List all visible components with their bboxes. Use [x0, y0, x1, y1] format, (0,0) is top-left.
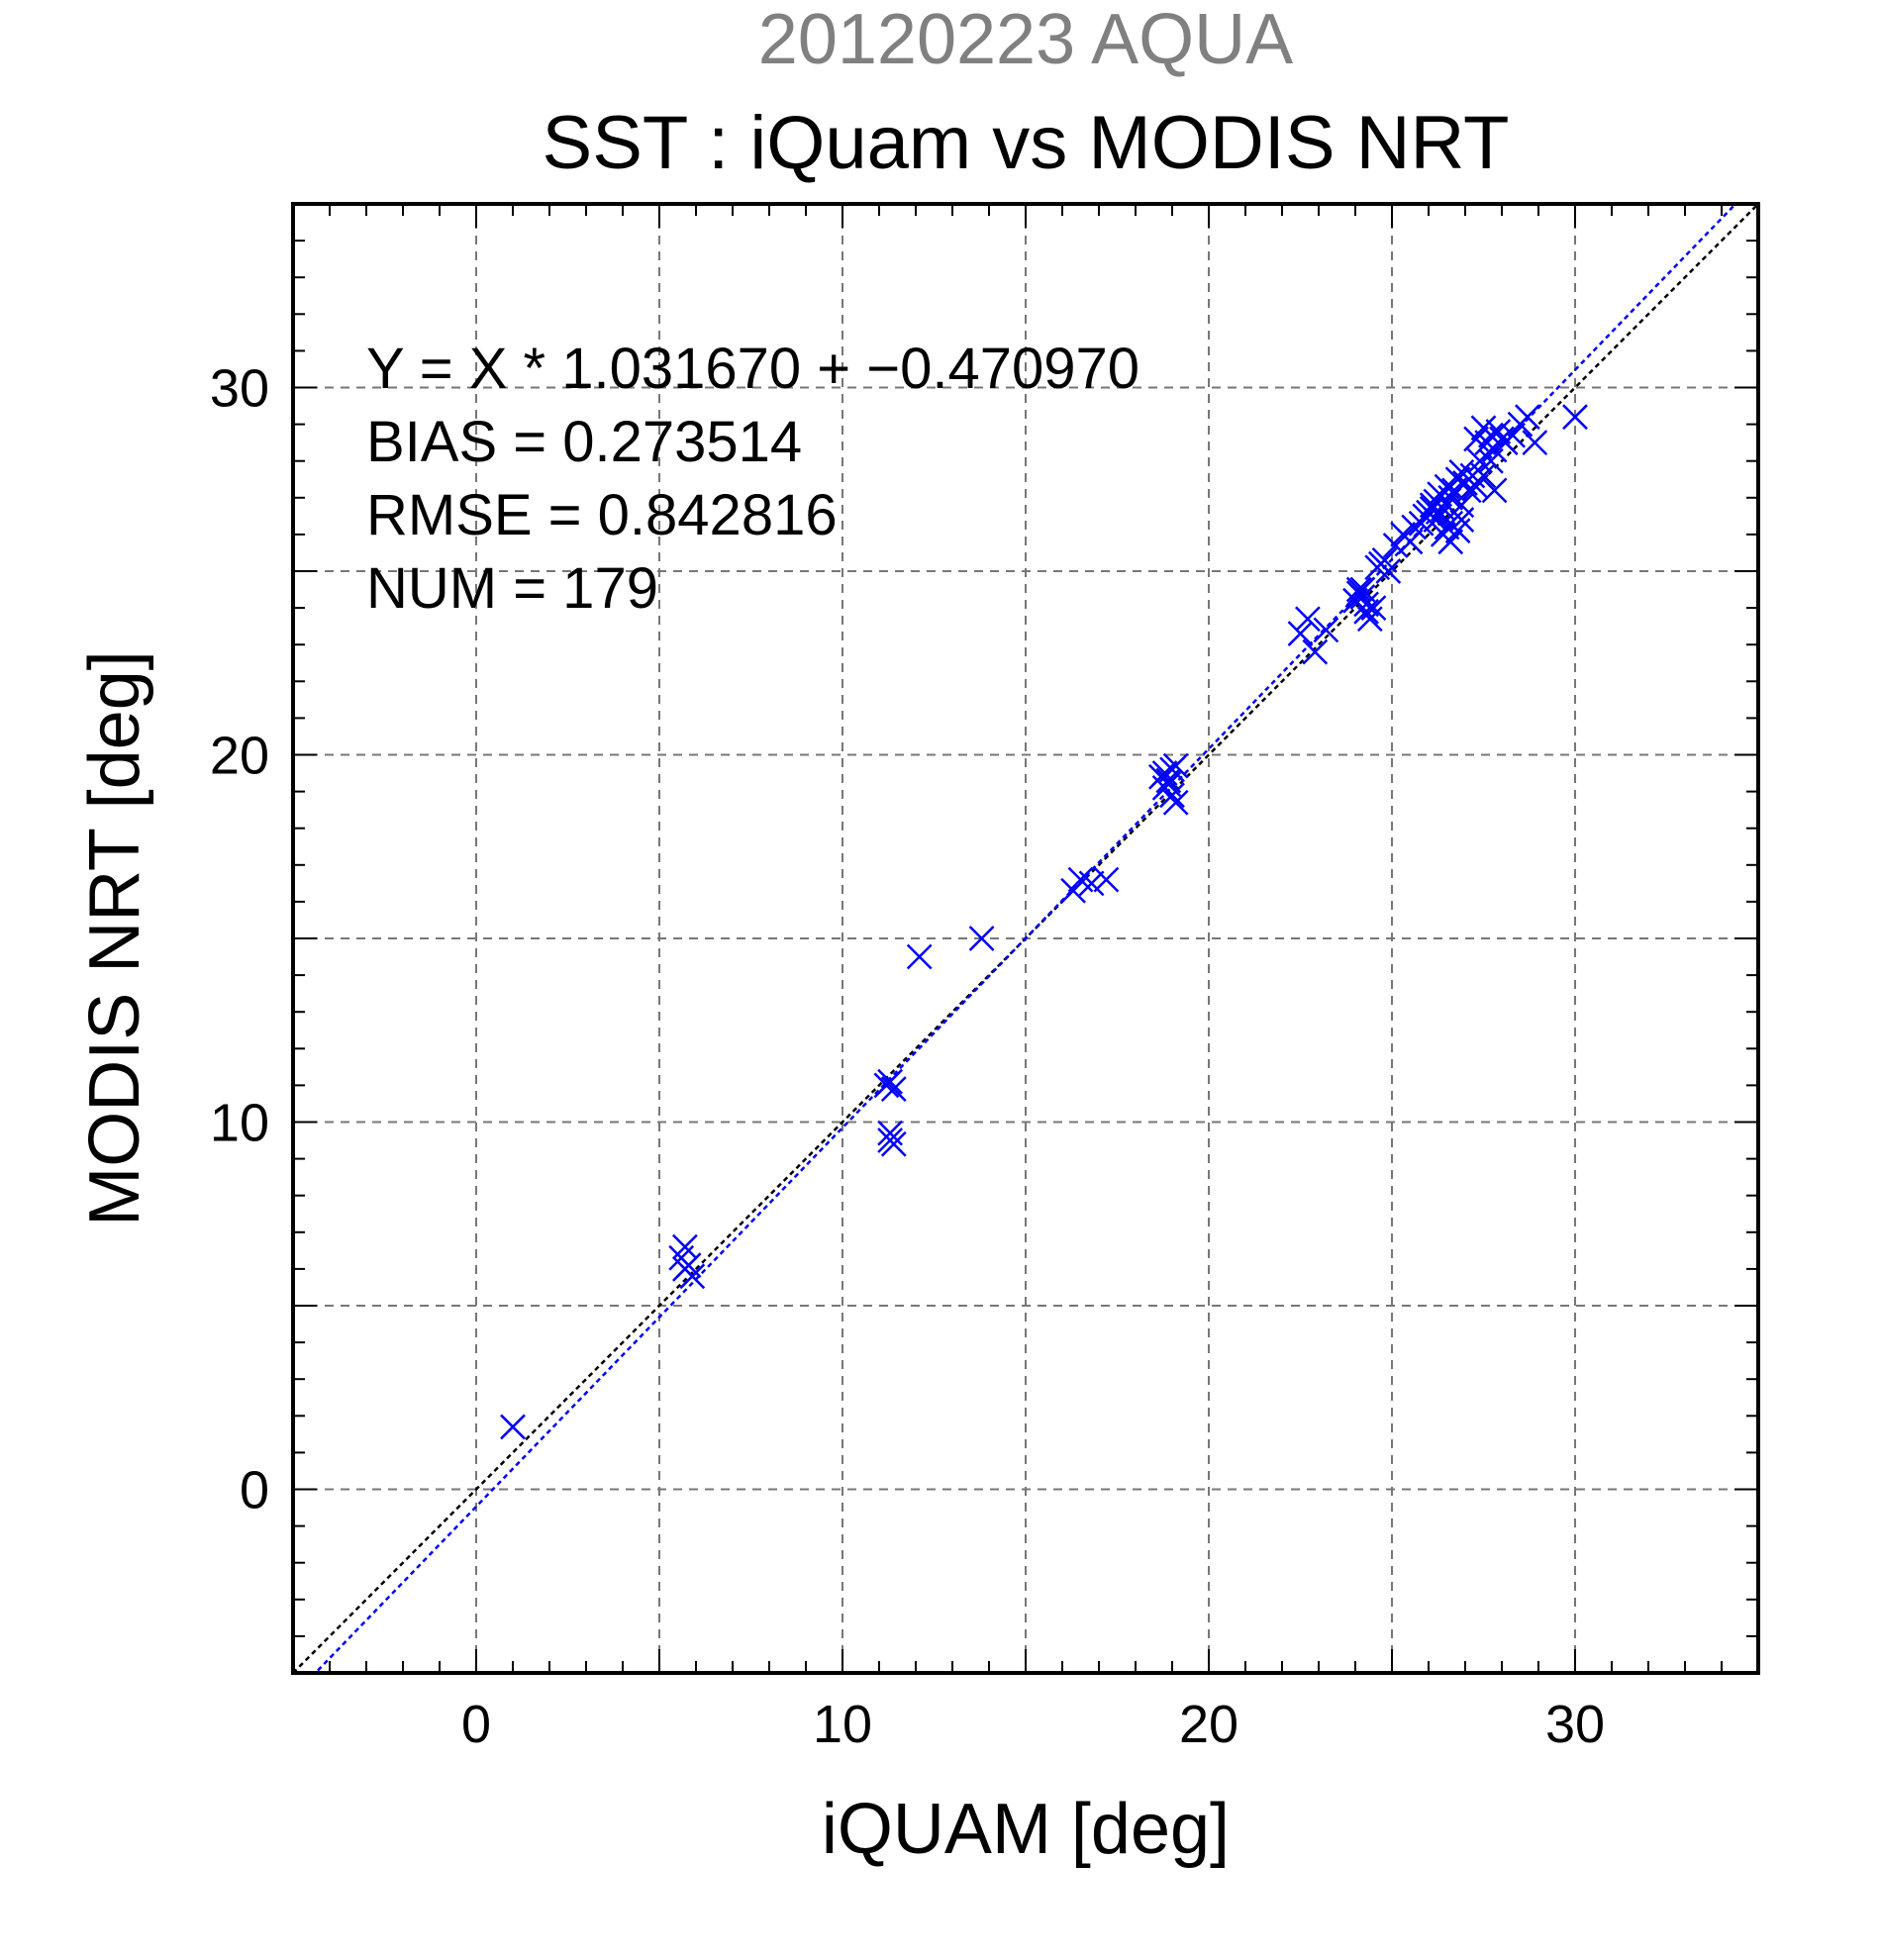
- y-tick-label: 20: [210, 727, 269, 786]
- data-point: [1515, 404, 1540, 431]
- data-point: [877, 1127, 903, 1153]
- data-point: [1419, 496, 1445, 522]
- y-tick-label: 30: [210, 359, 269, 419]
- bias-value: BIAS = 0.273514: [366, 410, 802, 474]
- data-point: [1302, 638, 1329, 665]
- data-point: [1500, 422, 1526, 448]
- num-value: NUM = 179: [366, 556, 658, 621]
- data-point: [1478, 447, 1504, 474]
- data-point: [1522, 430, 1548, 456]
- fit-lines: [293, 204, 1758, 1673]
- data-point: [500, 1414, 526, 1440]
- y-tick-label: 0: [240, 1461, 269, 1520]
- data-point: [968, 926, 995, 951]
- data-point: [1060, 877, 1086, 904]
- data-point: [877, 1068, 903, 1095]
- y-axis-label: MODIS NRT [deg]: [75, 650, 154, 1226]
- data-points: [500, 404, 1588, 1440]
- data-point: [1313, 617, 1339, 643]
- data-point: [1437, 529, 1464, 555]
- data-point: [1448, 507, 1475, 533]
- grid: [293, 204, 1758, 1673]
- data-point: [1408, 510, 1435, 537]
- data-point: [1481, 477, 1508, 504]
- x-axis-label: iQUAM [deg]: [822, 1790, 1230, 1869]
- x-tick-label: 10: [813, 1695, 872, 1754]
- data-point: [1562, 404, 1588, 431]
- y-tick-label: 10: [210, 1094, 269, 1153]
- data-point: [1162, 752, 1189, 779]
- data-point: [1349, 576, 1376, 603]
- regression-line: [313, 204, 1737, 1673]
- data-point: [1349, 584, 1376, 610]
- data-point: [1375, 558, 1402, 584]
- x-tick-label: 30: [1545, 1695, 1605, 1754]
- data-point: [1397, 529, 1424, 555]
- data-point: [1353, 598, 1379, 625]
- chart-title: SST : iQuam vs MODIS NRT: [543, 101, 1510, 185]
- data-point: [1093, 866, 1120, 893]
- x-tick-label: 0: [461, 1695, 491, 1754]
- data-point: [672, 1256, 698, 1282]
- regression-equation: Y = X * 1.031670 + −0.470970: [366, 337, 1139, 401]
- plot-frame: [291, 202, 1760, 1675]
- x-tick-label: 20: [1179, 1695, 1238, 1754]
- data-point: [906, 943, 933, 970]
- data-point: [1287, 621, 1314, 646]
- rmse-value: RMSE = 0.842816: [366, 483, 838, 547]
- data-point: [1078, 870, 1105, 897]
- chart-date-title: 20120223 AQUA: [758, 0, 1293, 79]
- data-point: [1295, 606, 1321, 633]
- tick-labels: 0 10 20 30 0 10 20 30: [210, 359, 1605, 1755]
- data-point: [1485, 419, 1512, 444]
- data-point: [1470, 462, 1497, 489]
- data-point: [1353, 591, 1379, 618]
- data-point: [1466, 447, 1493, 474]
- data-point: [1345, 576, 1372, 603]
- data-point: [1151, 775, 1178, 801]
- data-point: [1162, 789, 1189, 816]
- data-point: [880, 1076, 907, 1102]
